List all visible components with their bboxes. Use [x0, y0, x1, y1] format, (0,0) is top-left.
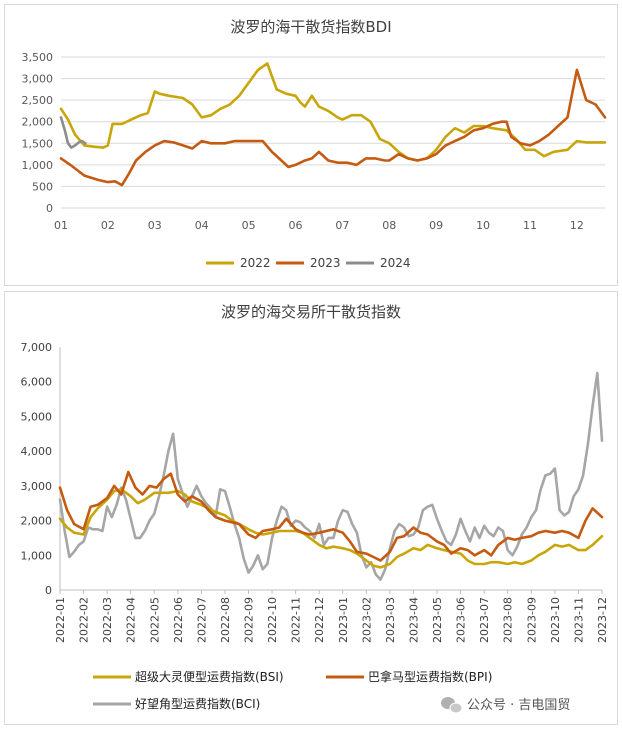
y-tick-label: 4,000: [21, 445, 53, 458]
x-tick-label: 2022-03: [101, 597, 114, 643]
series-line-2023: [59, 68, 607, 187]
x-tick-label: 2022-01: [54, 597, 67, 643]
x-tick-label: 2022-09: [243, 597, 256, 643]
y-tick-label: 1,000: [21, 549, 53, 562]
x-tick-label: 03: [148, 219, 162, 232]
x-tick-label: 2023-12: [596, 597, 609, 643]
x-tick-label: 2022-07: [195, 597, 208, 643]
y-tick-label: 0: [46, 202, 53, 215]
watermark-text: 公众号 · 吉电国贸: [467, 698, 570, 713]
x-tick-label: 2022-06: [172, 597, 185, 643]
chart-title: 波罗的海干散货指数BDI: [230, 18, 391, 36]
series-line-2: [58, 371, 604, 581]
x-tick-label: 2022-11: [290, 597, 303, 643]
x-tick-label: 2023-11: [572, 597, 585, 643]
x-tick-label: 2023-05: [431, 597, 444, 643]
x-tick-label: 12: [570, 219, 584, 232]
y-tick-label: 3,500: [22, 51, 54, 64]
x-tick-label: 2023-04: [407, 597, 420, 643]
x-tick-label: 2022-05: [148, 597, 161, 643]
legend-label: 巴拿马型运费指数(BPI): [368, 669, 492, 684]
x-tick-label: 2023-03: [384, 597, 397, 643]
y-tick-label: 3,000: [22, 73, 54, 86]
wechat-icon: [441, 697, 463, 714]
y-tick-label: 3,000: [21, 480, 53, 493]
x-tick-label: 2023-10: [549, 597, 562, 643]
x-tick-label: 01: [54, 219, 68, 232]
y-tick-label: 1,000: [22, 159, 54, 172]
x-tick-label: 2023-02: [360, 597, 373, 643]
series-line-2022: [59, 62, 607, 162]
x-tick-label: 2022-04: [125, 597, 138, 643]
x-tick-label: 2022-10: [266, 597, 279, 643]
x-tick-label: 11: [523, 219, 537, 232]
x-tick-label: 2022-02: [78, 597, 91, 643]
series-line-2024: [59, 116, 87, 149]
chart-title: 波罗的海交易所干散货指数: [221, 303, 401, 321]
x-tick-label: 08: [382, 219, 396, 232]
x-tick-label: 2023-01: [337, 597, 350, 643]
y-tick-label: 7,000: [21, 341, 53, 354]
x-tick-label: 10: [476, 219, 490, 232]
legend-label: 2024: [380, 256, 411, 270]
y-tick-label: 0: [45, 584, 52, 597]
legend-label: 超级大灵便型运费指数(BSI): [135, 669, 284, 684]
x-tick-label: 2022-12: [313, 597, 326, 643]
x-tick-label: 02: [101, 219, 115, 232]
x-tick-label: 2023-08: [502, 597, 515, 643]
y-tick-label: 2,000: [21, 515, 53, 528]
y-tick-label: 500: [32, 180, 53, 193]
y-tick-label: 5,000: [21, 410, 53, 423]
x-tick-label: 2023-07: [478, 597, 491, 643]
x-tick-label: 07: [335, 219, 349, 232]
bdi-chart: 波罗的海干散货指数BDI 0 500 1,000 1,500 2,000 2,500 3,0…: [22, 18, 607, 270]
series-line-0: [58, 488, 604, 569]
y-tick-label: 2,500: [22, 94, 54, 107]
bdi-chart-panel: 波罗的海干散货指数BDI 0 500 1,000 1,500 2,000 2,500 3,0…: [4, 4, 618, 286]
legend-label: 2023: [310, 256, 341, 270]
x-tick-label: 05: [242, 219, 256, 232]
watermark: 公众号 · 吉电国贸: [441, 697, 570, 714]
x-tick-label: 2023-09: [525, 597, 538, 643]
y-tick-label: 6,000: [21, 376, 53, 389]
y-tick-label: 2,000: [22, 116, 54, 129]
x-tick-label: 2023-06: [455, 597, 468, 643]
x-tick-label: 06: [288, 219, 302, 232]
baltic-exchange-chart-panel: 波罗的海交易所干散货指数 0 1,000 2,000 3,000 4,000 5,000 6…: [4, 291, 618, 725]
legend-label: 2022: [240, 256, 271, 270]
series-line-1: [58, 470, 604, 562]
y-tick-label: 1,500: [22, 137, 54, 150]
legend-label: 好望角型运费指数(BCI): [135, 696, 260, 711]
baltic-exchange-chart: 波罗的海交易所干散货指数 0 1,000 2,000 3,000 4,000 5,000 6…: [21, 303, 609, 714]
x-tick-label: 2022-08: [219, 597, 232, 643]
x-tick-label: 04: [195, 219, 209, 232]
x-tick-label: 09: [429, 219, 443, 232]
